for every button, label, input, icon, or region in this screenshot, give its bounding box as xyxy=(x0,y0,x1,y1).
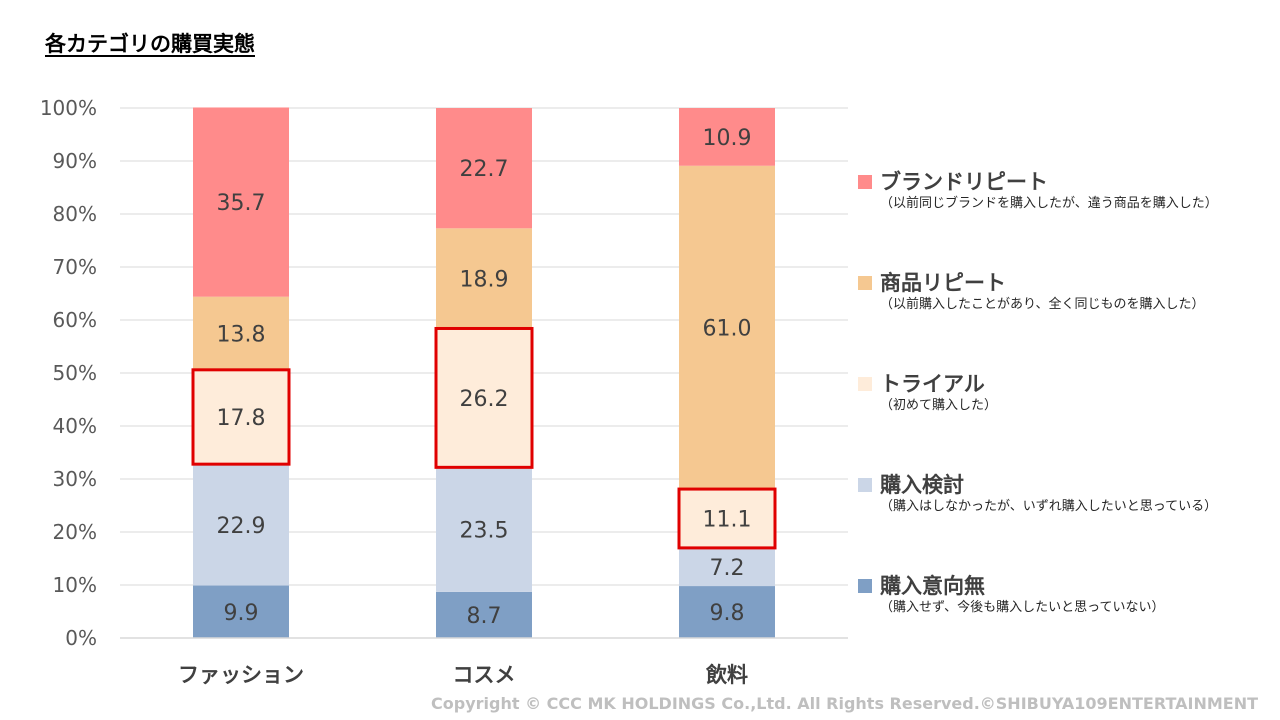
legend-description: （購入せず、今後も購入したいと思っていない） xyxy=(880,600,1165,615)
y-tick-label: 80% xyxy=(53,202,97,226)
bar-segment xyxy=(193,369,289,465)
bar-segment xyxy=(679,586,775,638)
bar-segment xyxy=(436,228,532,329)
highlight-box xyxy=(191,368,291,466)
copyright-notice: Copyright © CCC MK HOLDINGS Co.,Ltd. All… xyxy=(431,694,1258,713)
data-label: 22.9 xyxy=(217,514,266,539)
bar-segment xyxy=(679,547,775,587)
data-label: 11.1 xyxy=(703,507,752,532)
data-label: 7.2 xyxy=(710,556,745,581)
legend-swatch xyxy=(858,175,872,189)
y-tick-label: 20% xyxy=(53,520,97,544)
y-tick-label: 40% xyxy=(53,414,97,438)
x-category-label: コスメ xyxy=(453,663,516,687)
legend-swatch xyxy=(858,579,872,593)
legend-label: 購入検討 xyxy=(880,473,964,497)
data-label: 61.0 xyxy=(703,316,752,341)
y-tick-label: 60% xyxy=(53,308,97,332)
bar-segment xyxy=(193,107,289,297)
chart-title: 各カテゴリの購買実態 xyxy=(45,32,255,56)
data-label: 9.8 xyxy=(710,601,745,626)
legend-label: ブランドリピート xyxy=(880,170,1048,194)
legend-swatch xyxy=(858,478,872,492)
bar-segment xyxy=(436,591,532,638)
y-tick-label: 50% xyxy=(53,361,97,385)
bar-segment xyxy=(679,489,775,548)
bar-segment xyxy=(679,108,775,166)
y-tick-label: 0% xyxy=(65,626,97,650)
bar-segment xyxy=(193,296,289,370)
y-tick-label: 10% xyxy=(53,573,97,597)
data-label: 9.9 xyxy=(224,601,259,626)
data-label: 26.2 xyxy=(460,387,509,412)
data-label: 13.8 xyxy=(217,322,266,347)
legend-label: トライアル xyxy=(880,372,985,396)
x-category-label: ファッション xyxy=(178,663,304,687)
legend-label: 商品リピート xyxy=(880,271,1006,295)
y-tick-label: 30% xyxy=(53,467,97,491)
bar-segment xyxy=(193,585,289,638)
legend-description: （以前購入したことがあり、全く同じものを購入した） xyxy=(880,297,1205,312)
y-tick-label: 70% xyxy=(53,255,97,279)
legend-swatch xyxy=(858,377,872,391)
data-label: 18.9 xyxy=(460,267,509,292)
x-category-label: 飲料 xyxy=(705,663,748,687)
legend-swatch xyxy=(858,276,872,290)
bar-segment xyxy=(193,464,289,586)
y-tick-label: 100% xyxy=(40,96,97,120)
bar-segment xyxy=(436,328,532,468)
data-label: 8.7 xyxy=(467,604,502,629)
highlight-box xyxy=(434,326,534,469)
data-label: 23.5 xyxy=(460,519,509,544)
legend-description: （初めて購入した） xyxy=(880,398,998,413)
bar-segment xyxy=(679,165,775,490)
data-label: 10.9 xyxy=(703,126,752,151)
legend-description: （以前同じブランドを購入したが、違う商品を購入した） xyxy=(880,196,1218,211)
y-tick-label: 90% xyxy=(53,149,97,173)
data-label: 17.8 xyxy=(217,406,266,431)
legend-label: 購入意向無 xyxy=(880,574,985,598)
bar-segment xyxy=(436,467,532,592)
legend-description: （購入はしなかったが、いずれ購入したいと思っている） xyxy=(880,499,1218,514)
bar-segment xyxy=(436,108,532,229)
data-label: 35.7 xyxy=(217,191,266,216)
highlight-box xyxy=(677,487,777,550)
data-label: 22.7 xyxy=(460,157,509,182)
